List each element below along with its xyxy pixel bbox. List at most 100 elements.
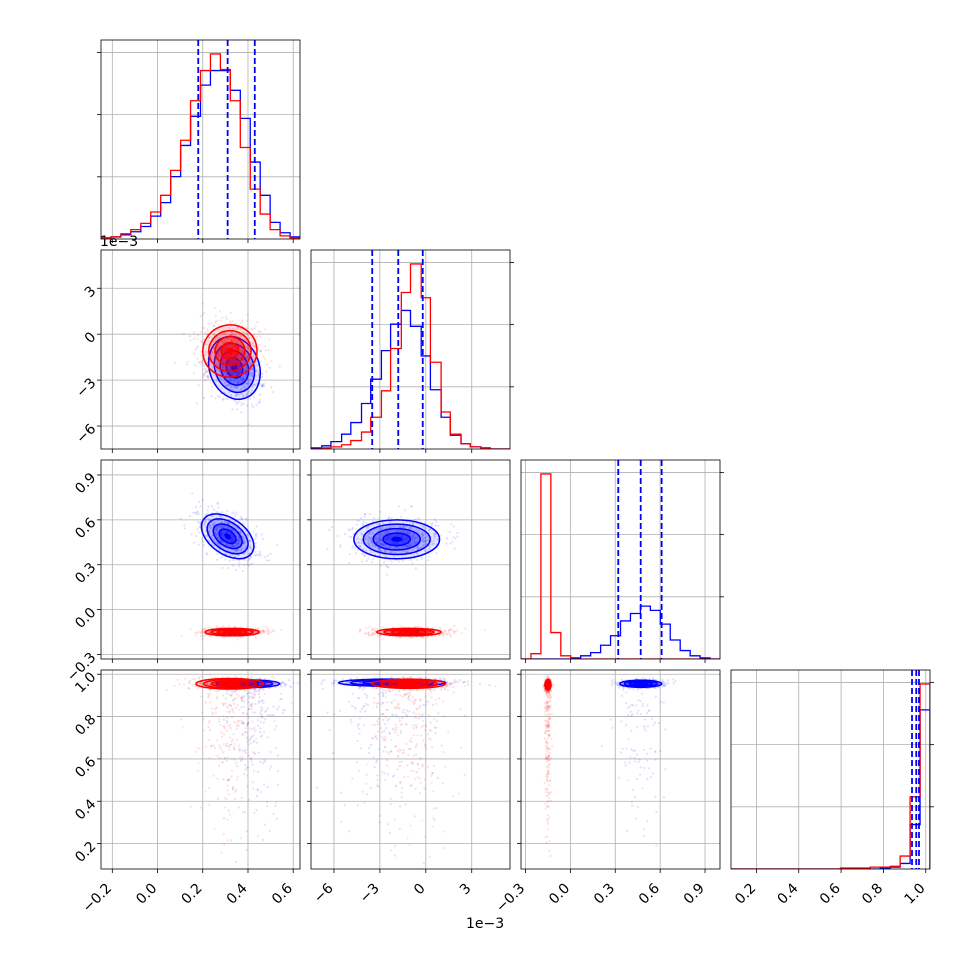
scatter-point <box>246 357 249 360</box>
scatter-point <box>359 629 362 632</box>
panel-frame <box>520 459 721 660</box>
scatter-point <box>196 357 199 360</box>
scatter-point <box>433 532 436 535</box>
scatter-point <box>201 683 204 687</box>
scatter-point <box>239 515 243 519</box>
scatter-point <box>203 371 207 375</box>
scatter-point <box>367 557 370 560</box>
scatter-point <box>363 512 366 516</box>
scatter-point <box>209 348 213 351</box>
scatter-point <box>233 520 237 524</box>
scatter-point <box>229 356 232 359</box>
scatter-point <box>224 338 227 341</box>
scatter-point <box>255 737 258 740</box>
scatter-point <box>414 518 417 521</box>
scatter-point <box>213 531 216 534</box>
scatter-point <box>417 517 420 520</box>
scatter-point <box>245 372 248 375</box>
scatter-point <box>263 556 266 559</box>
scatter-point <box>216 502 219 506</box>
scatter-point <box>236 365 239 368</box>
scatter-point <box>275 801 278 804</box>
scatter-point <box>235 534 239 538</box>
scatter-point <box>210 526 213 529</box>
scatter-point <box>412 535 415 539</box>
scatter-point <box>396 542 399 545</box>
scatter-point <box>225 360 229 363</box>
scatter-point <box>228 355 232 358</box>
scatter-point <box>258 727 262 730</box>
scatter-point <box>233 742 236 746</box>
scatter-point <box>254 538 257 541</box>
scatter-point <box>239 328 242 331</box>
scatter-point <box>222 348 225 352</box>
scatter-point <box>260 713 263 717</box>
scatter-point <box>224 353 227 356</box>
scatter-point <box>205 627 208 630</box>
scatter-point <box>361 523 364 527</box>
panel-content <box>101 40 300 239</box>
scatter-point <box>216 319 219 322</box>
scatter-point <box>240 387 244 390</box>
scatter-point <box>195 511 198 514</box>
scatter-point <box>236 401 239 404</box>
scatter-point <box>270 630 273 634</box>
scatter-point <box>274 747 277 750</box>
scatter-point <box>441 631 444 635</box>
scatter-point <box>368 542 371 546</box>
scatter-point <box>263 630 266 633</box>
scatter-point <box>417 625 421 629</box>
scatter-point <box>203 367 206 370</box>
scatter-point <box>226 521 229 525</box>
scatter-point <box>227 779 230 782</box>
scatter-point <box>407 532 411 536</box>
scatter-point <box>370 633 373 637</box>
scatter-point <box>421 635 424 639</box>
scatter-point <box>239 531 242 534</box>
scatter-point <box>270 714 273 717</box>
scatter-point <box>415 528 418 532</box>
scatter-point <box>362 548 365 551</box>
scatter-point <box>233 332 236 335</box>
scatter-point <box>363 538 366 541</box>
scatter-point <box>241 732 244 735</box>
scatter-point <box>236 539 239 542</box>
scatter-point <box>409 527 412 530</box>
scatter-point <box>210 505 213 508</box>
scatter-point <box>206 333 209 336</box>
tick-label-y: 0.0 <box>72 605 99 632</box>
scatter-point <box>266 800 269 804</box>
scatter-point <box>356 541 359 544</box>
scatter-point <box>179 517 182 520</box>
scatter-point <box>253 345 257 348</box>
scatter-point <box>360 538 363 542</box>
scatter-point <box>396 546 399 549</box>
scatter-point <box>224 744 227 747</box>
scatter-point <box>247 382 250 385</box>
scatter-point <box>231 738 234 741</box>
scatter-point <box>201 340 204 344</box>
scatter-point <box>248 737 252 740</box>
scatter-point <box>381 543 384 546</box>
scatter-point <box>386 530 389 534</box>
scatter-point <box>366 537 369 541</box>
scatter-point <box>254 351 257 355</box>
scatter-point <box>214 320 217 323</box>
scatter-point <box>226 509 229 513</box>
scatter-point <box>233 354 236 357</box>
scatter-point <box>191 677 194 681</box>
scatter-point <box>242 377 246 381</box>
scatter-point <box>226 784 229 787</box>
scatter-point <box>236 371 239 375</box>
scatter-point <box>243 695 246 698</box>
scatter-point <box>246 328 249 331</box>
scatter-point <box>253 383 256 386</box>
scatter-point <box>364 549 368 552</box>
scatter-point <box>205 551 208 555</box>
scatter-point <box>426 539 429 542</box>
scatter-point <box>360 532 363 535</box>
scatter-point <box>434 634 437 638</box>
scatter-point <box>267 680 270 683</box>
scatter-point <box>377 537 381 540</box>
scatter-point <box>201 630 204 633</box>
